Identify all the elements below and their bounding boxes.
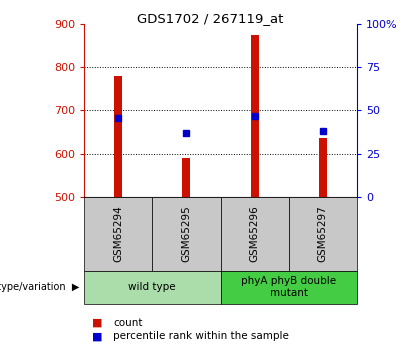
Text: GDS1702 / 267119_at: GDS1702 / 267119_at	[137, 12, 283, 25]
Text: GSM65294: GSM65294	[113, 205, 123, 262]
Text: ■: ■	[92, 318, 103, 327]
Text: GSM65295: GSM65295	[181, 205, 192, 262]
Bar	[182, 158, 191, 197]
Bar	[114, 76, 122, 197]
Text: wild type: wild type	[129, 282, 176, 292]
Text: percentile rank within the sample: percentile rank within the sample	[113, 332, 289, 341]
Text: count: count	[113, 318, 143, 327]
Text: GSM65296: GSM65296	[249, 205, 260, 262]
Bar	[251, 35, 259, 197]
Text: genotype/variation  ▶: genotype/variation ▶	[0, 282, 80, 292]
Text: GSM65297: GSM65297	[318, 205, 328, 262]
Bar	[319, 138, 327, 197]
Text: ■: ■	[92, 332, 103, 341]
Text: phyA phyB double
mutant: phyA phyB double mutant	[241, 276, 336, 298]
